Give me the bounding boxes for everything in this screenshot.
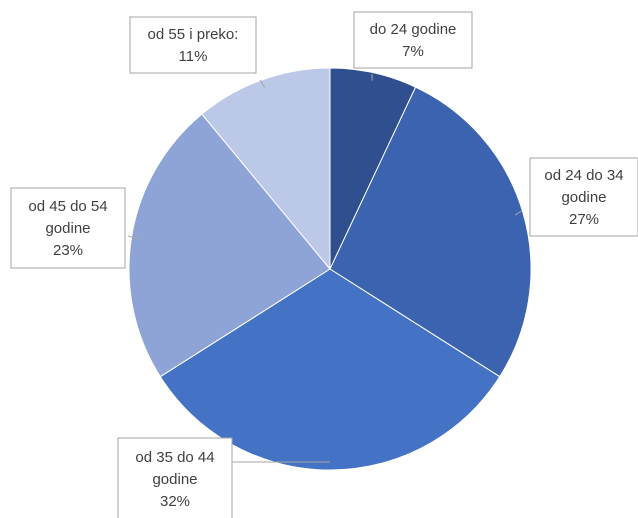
pie-slice-5 bbox=[201, 67, 331, 271]
callout-box-4 bbox=[10, 187, 126, 269]
slice-category-label-2: od 24 do 34 bbox=[544, 167, 623, 184]
callout-5: od 55 i preko: 11% bbox=[129, 16, 266, 88]
callout-box-5 bbox=[129, 16, 257, 74]
slice-value-label-2: 27% bbox=[569, 211, 599, 228]
slice-category-label-5: od 55 i preko: bbox=[148, 26, 239, 43]
slice-category-label-4: godine bbox=[45, 220, 90, 237]
slice-category-label-3: od 35 do 44 bbox=[135, 449, 214, 466]
pie-slices bbox=[128, 67, 532, 471]
callout-1: do 24 godine 7% bbox=[353, 11, 473, 81]
callout-leader-4 bbox=[127, 235, 140, 240]
callout-3: od 35 do 44 godine 32% bbox=[117, 437, 331, 518]
slice-category-label-2: godine bbox=[561, 189, 606, 206]
slice-category-label-1: do 24 godine bbox=[370, 21, 457, 38]
pie-callouts: do 24 godine 7% od 24 do 34 godine 27% od 35 … bbox=[10, 11, 638, 518]
slice-value-label-5: 11% bbox=[179, 48, 208, 65]
slice-value-label-4: 23% bbox=[53, 242, 83, 259]
callout-box-1 bbox=[353, 11, 473, 69]
callout-4: od 45 do 54 godine 23% bbox=[10, 187, 140, 269]
slice-value-label-3: 32% bbox=[160, 493, 190, 510]
slice-category-label-3: godine bbox=[152, 471, 197, 488]
slice-value-label-1: 7% bbox=[402, 43, 424, 60]
callout-leader-2 bbox=[515, 210, 522, 216]
slice-category-label-4: od 45 do 54 bbox=[28, 198, 107, 215]
pie-slice-3 bbox=[159, 268, 501, 471]
callout-box-3 bbox=[117, 437, 233, 518]
callout-box-2 bbox=[529, 157, 638, 237]
callout-2: od 24 do 34 godine 27% bbox=[515, 157, 638, 237]
pie-slice-4 bbox=[128, 113, 331, 378]
callout-leader-5 bbox=[259, 79, 266, 88]
pie-slice-2 bbox=[329, 86, 532, 378]
